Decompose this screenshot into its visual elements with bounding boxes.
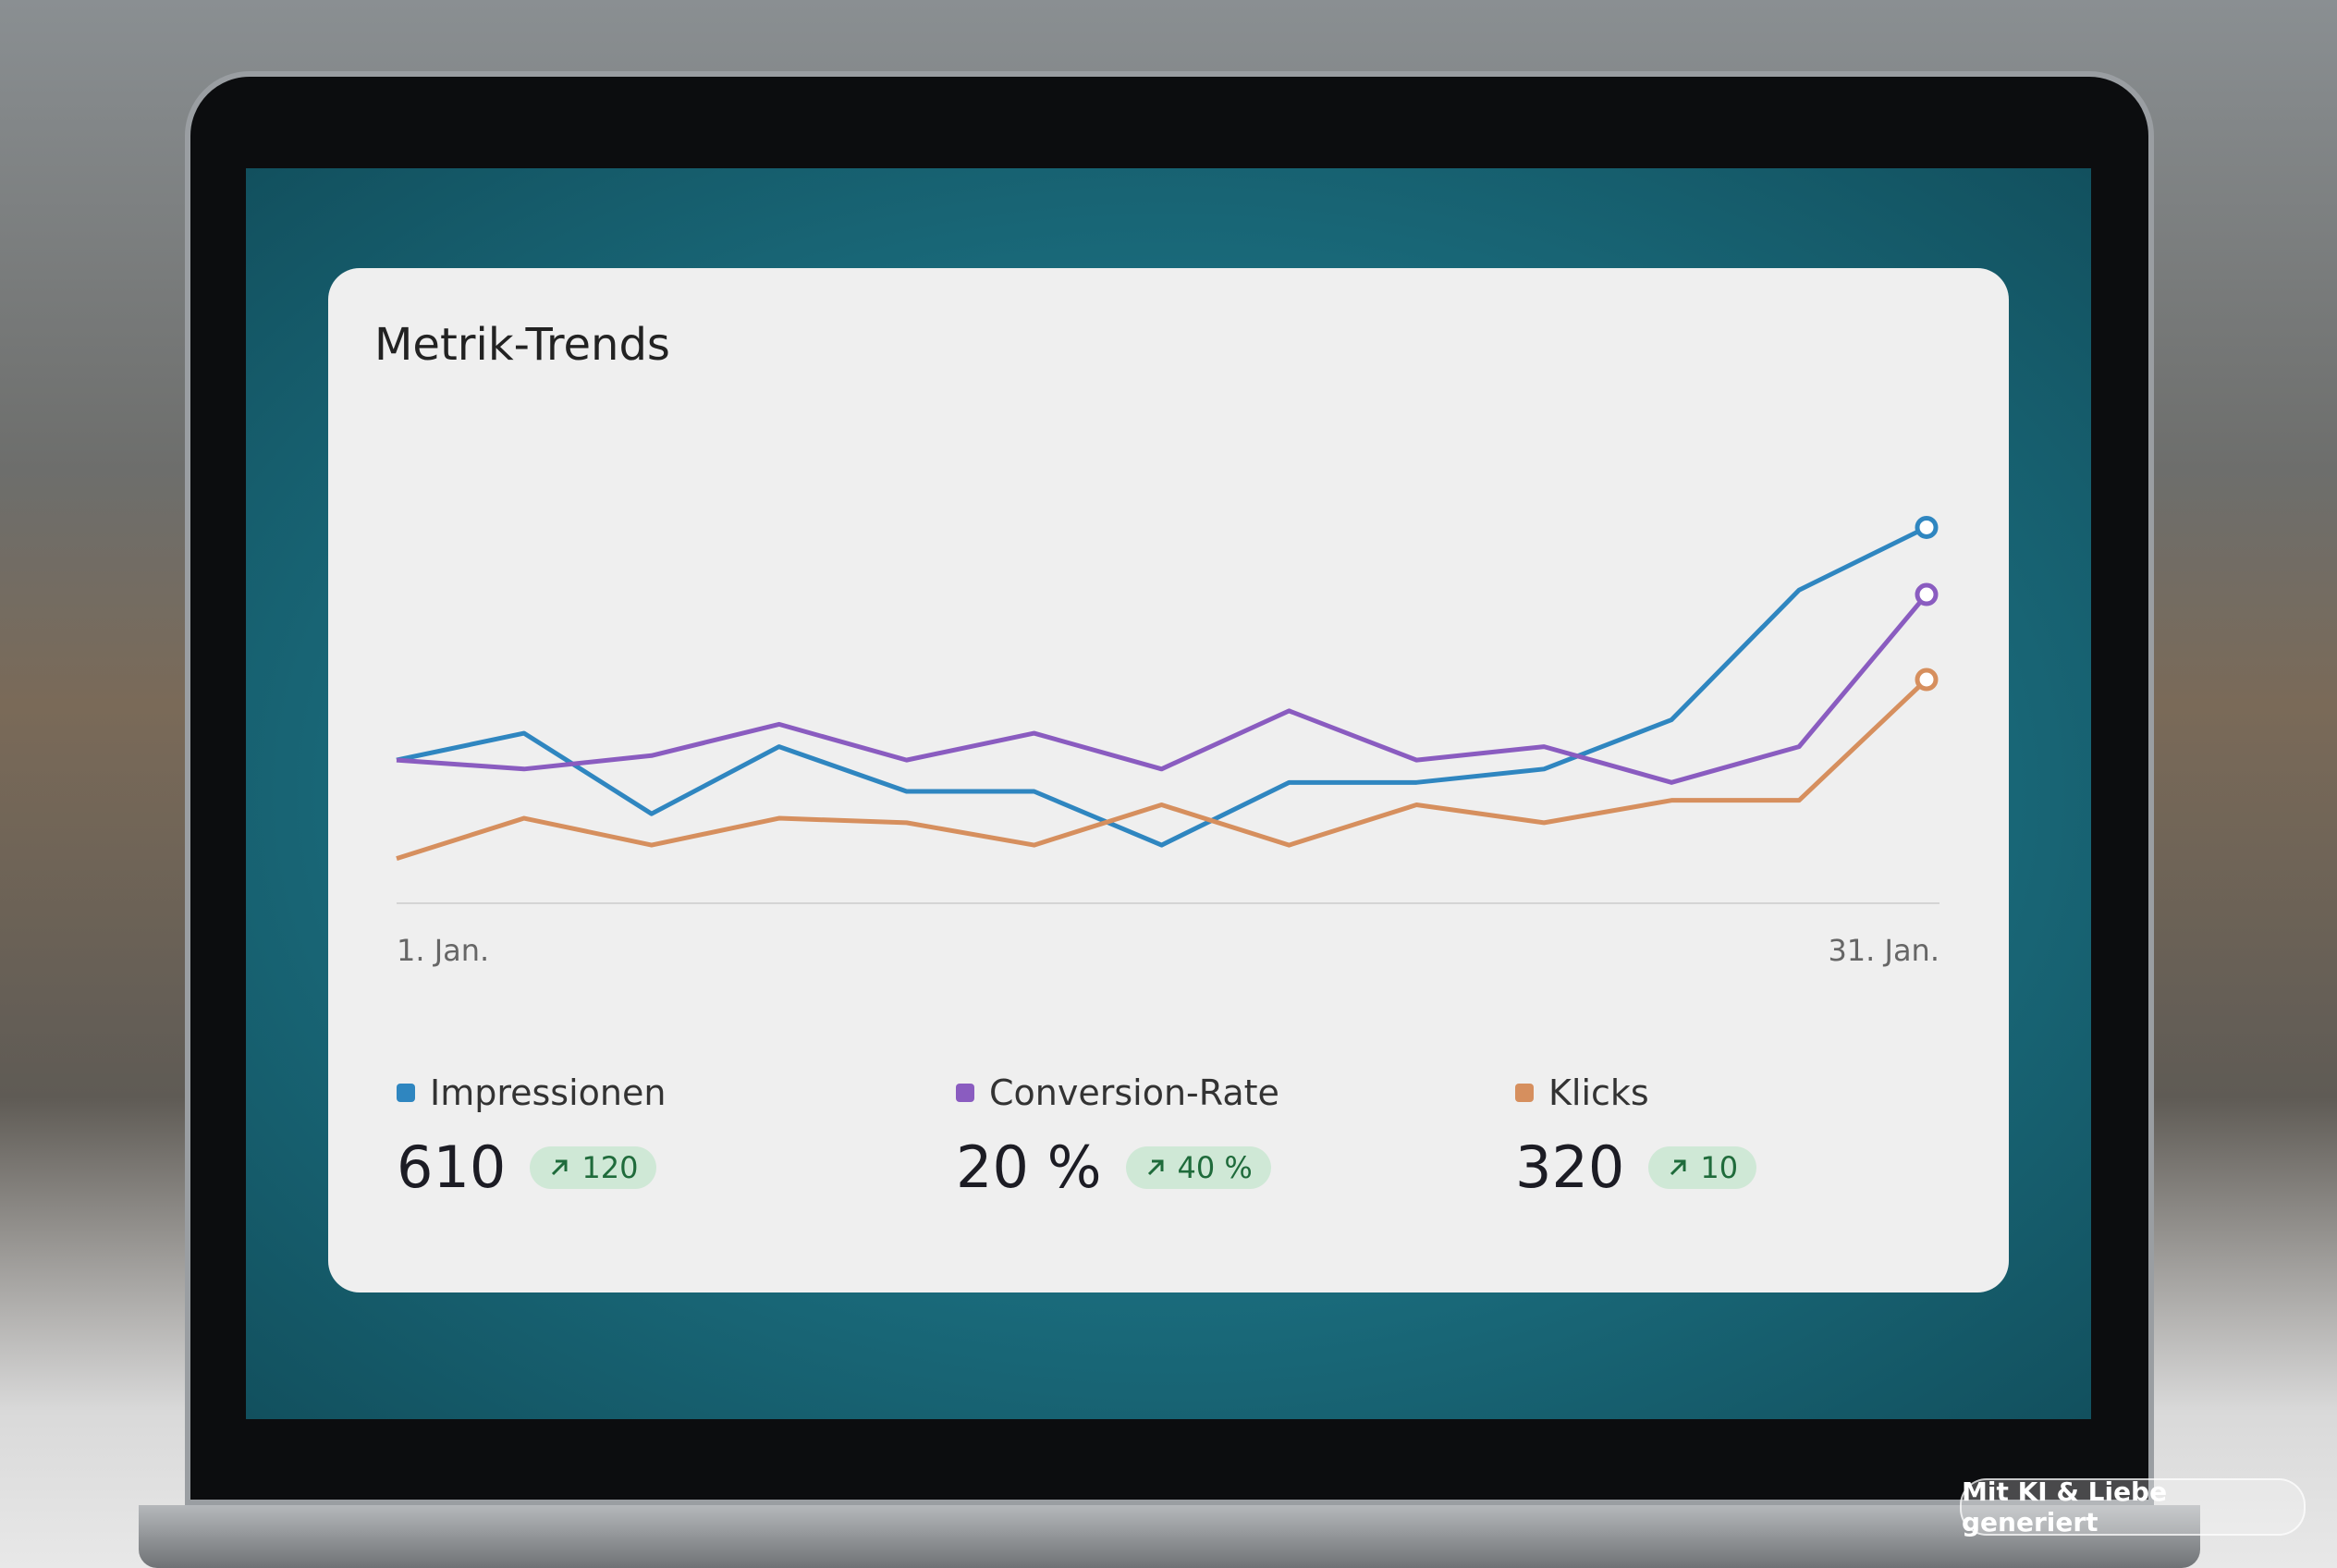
legend-label: Impressionen (430, 1072, 667, 1113)
chart-title: Metrik-Trends (374, 319, 670, 371)
legend-swatch (1515, 1084, 1534, 1102)
metric-row: 20 % 40 % (956, 1133, 1279, 1201)
metric-value: 320 (1515, 1133, 1625, 1201)
end-marker (1915, 515, 1939, 539)
legend-swatch (956, 1084, 974, 1102)
legend-entry: Conversion-Rate (956, 1072, 1279, 1113)
line (396, 525, 1928, 848)
watermark: Mit KI & Liebe generiert (1960, 1476, 2306, 1537)
line (396, 593, 1928, 785)
change-badge: 40 % (1125, 1145, 1271, 1189)
arrow-icon (1670, 1159, 1686, 1175)
line (396, 678, 1928, 861)
change-badge: 10 (1648, 1145, 1757, 1189)
metric-row: 320 10 (1515, 1133, 1757, 1201)
metric: Impressionen 610 120 (397, 1072, 666, 1201)
laptop-base (139, 1505, 2200, 1568)
end-marker (1915, 582, 1939, 606)
legend-entry: Klicks (1515, 1072, 1756, 1113)
arrow-icon (1147, 1159, 1164, 1175)
metric: Klicks 320 10 (1515, 1072, 1757, 1201)
metric: Conversion-Rate 20 % 40 % (956, 1072, 1279, 1201)
x-tick-label: 1. Jan. (397, 933, 489, 968)
change-badge: 120 (530, 1145, 657, 1189)
legend-label: Klicks (1548, 1072, 1649, 1113)
change-value: 40 % (1177, 1149, 1253, 1185)
legend-swatch (397, 1084, 415, 1102)
arrow-icon (552, 1159, 568, 1175)
change-value: 10 (1700, 1149, 1739, 1185)
change-value: 120 (581, 1149, 639, 1185)
metric-value: 610 (397, 1133, 507, 1201)
x-tick-label: 31. Jan. (1828, 933, 1939, 968)
chart-card (328, 268, 2009, 1292)
metric-row: 610 120 (397, 1133, 666, 1201)
legend-entry: Impressionen (397, 1072, 666, 1113)
metric-value: 20 % (956, 1133, 1102, 1201)
legend-label: Conversion-Rate (989, 1072, 1279, 1113)
end-marker (1915, 668, 1939, 692)
